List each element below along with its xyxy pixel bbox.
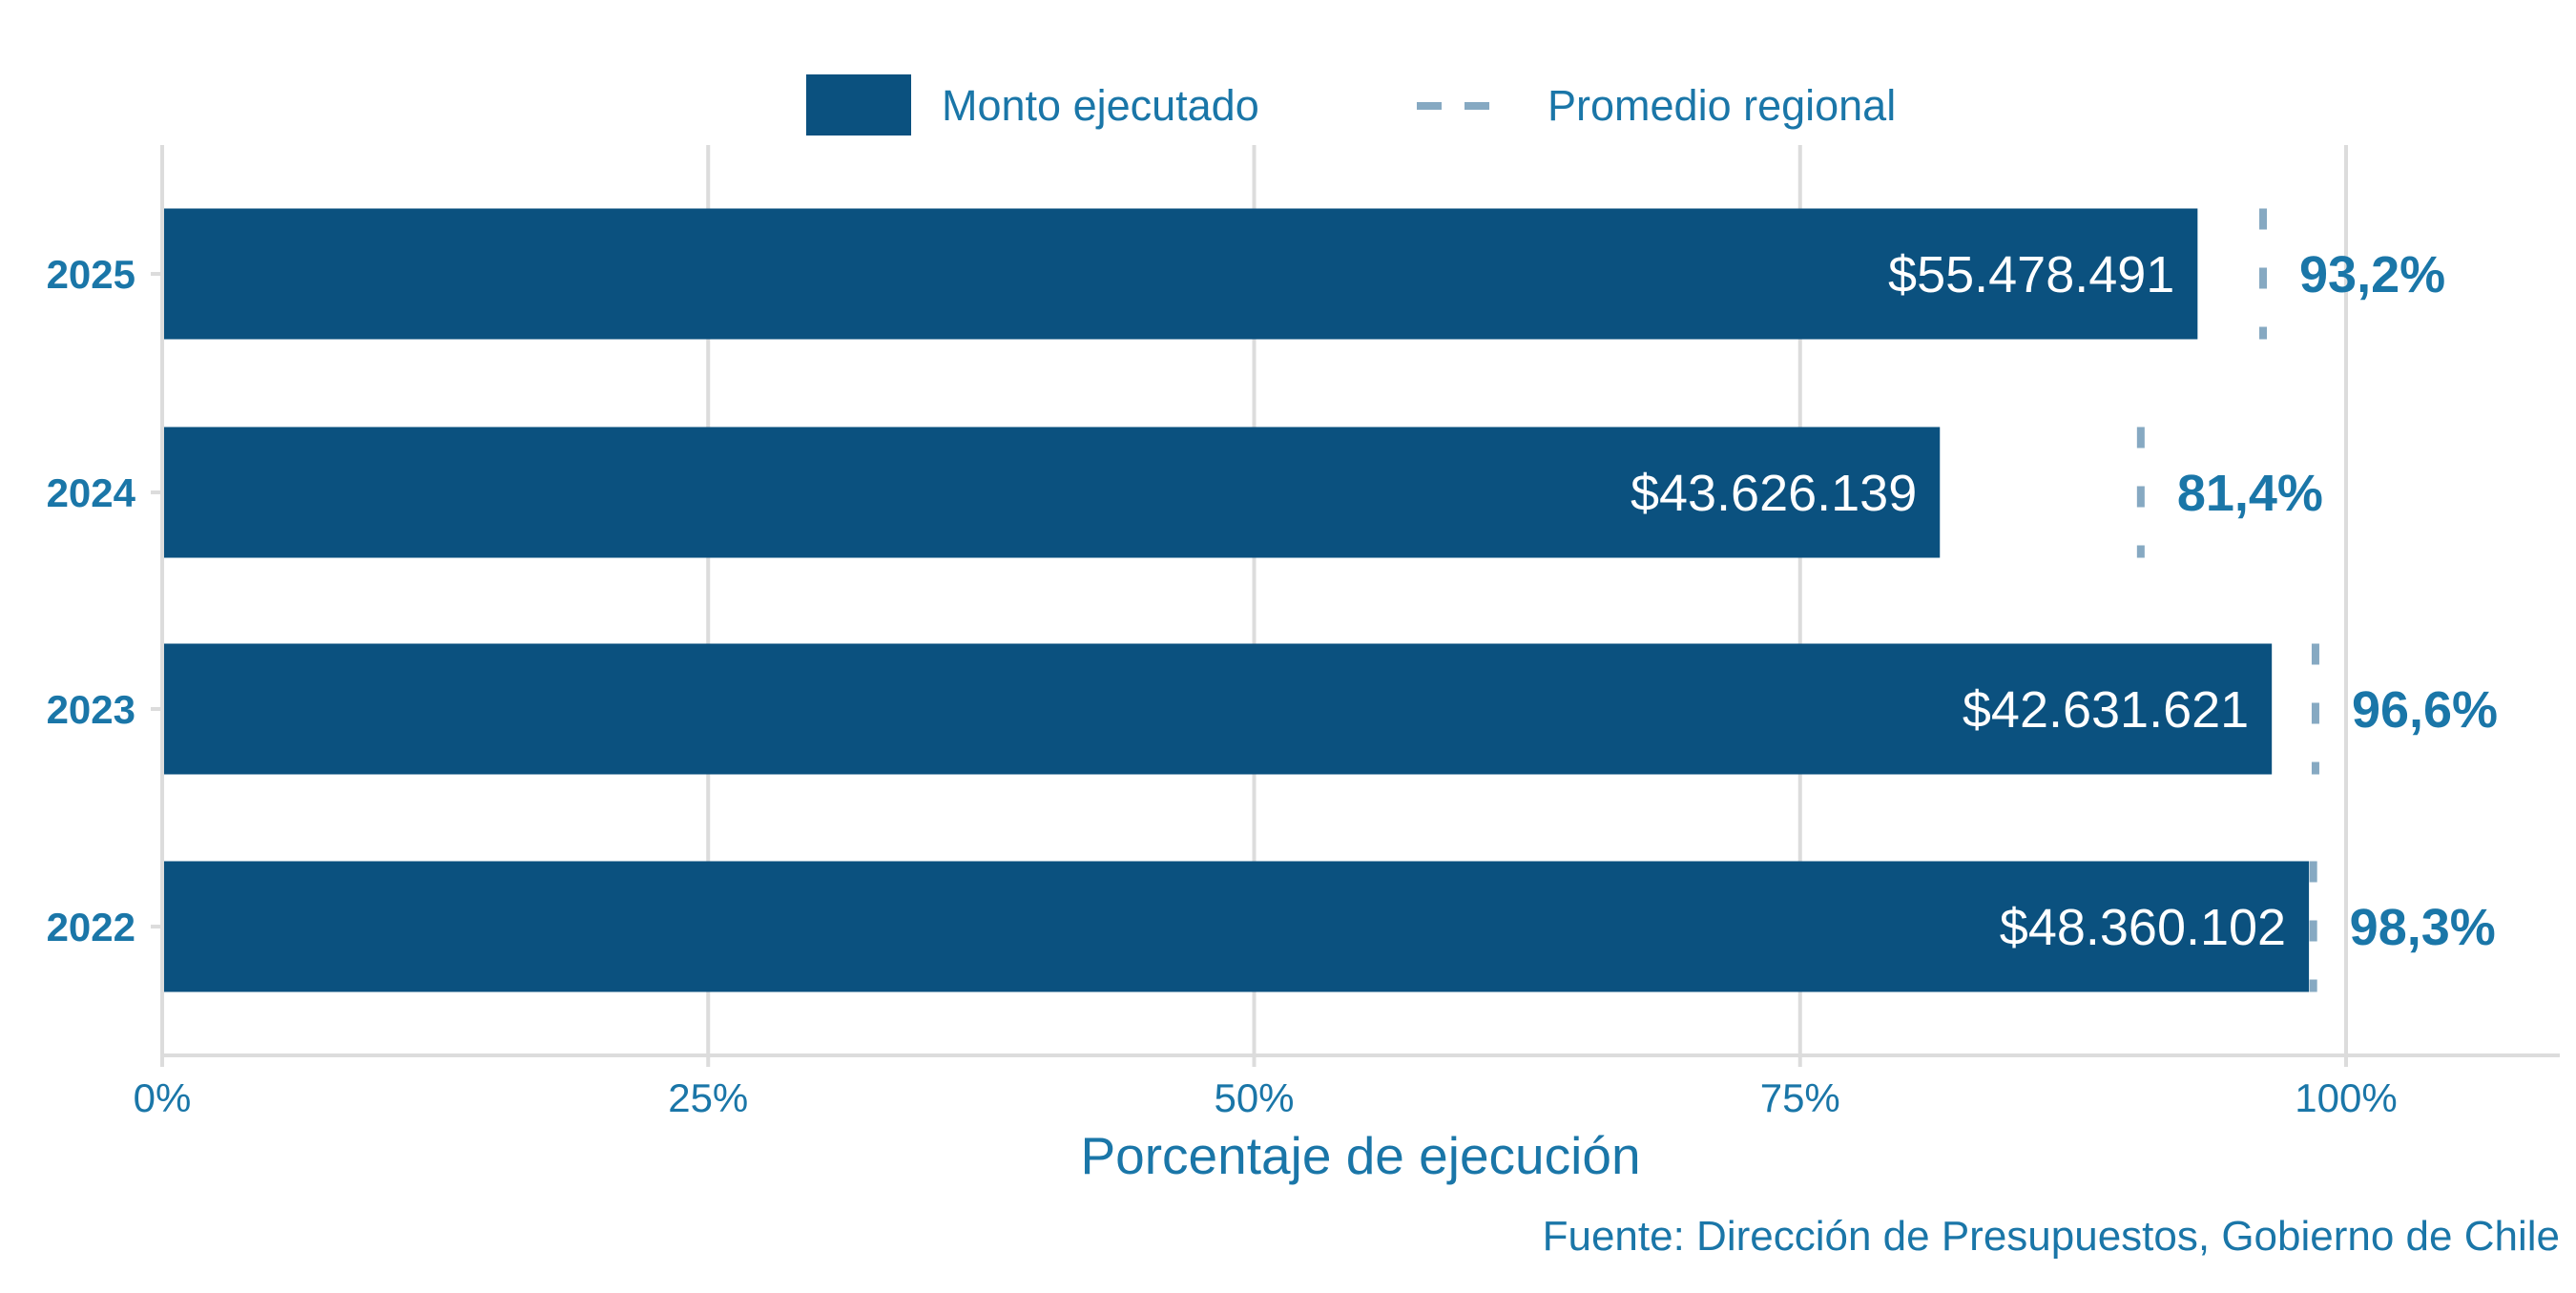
x-tick-label: 0%	[134, 1075, 192, 1120]
bar-percent-label: 98,3%	[2350, 899, 2496, 956]
legend-label-dash: Promedio regional	[1548, 81, 1896, 130]
bar-amount-label: $48.360.102	[2000, 899, 2286, 956]
legend-swatch-bar	[806, 74, 911, 136]
bar-percent-label: 96,6%	[2352, 681, 2498, 739]
bar-2025	[162, 208, 2198, 340]
bar-2024	[162, 427, 1941, 558]
bar-2023	[162, 643, 2273, 775]
y-tick-label: 2024	[47, 470, 136, 515]
legend: Monto ejecutado Promedio regional	[806, 74, 1896, 136]
y-axis-labels: 2025 2024 2023 2022	[47, 252, 136, 949]
bar-2022	[162, 861, 2310, 992]
y-tick-label: 2025	[47, 252, 135, 297]
bar-percent-label: 81,4%	[2177, 465, 2323, 522]
x-tick-label: 50%	[1214, 1075, 1294, 1120]
x-axis-title: Porcentaje de ejecución	[1080, 1126, 1640, 1185]
y-tick-label: 2023	[47, 687, 135, 732]
x-tick-label: 100%	[2295, 1075, 2397, 1120]
x-tick-label: 75%	[1760, 1075, 1840, 1120]
source-caption: Fuente: Dirección de Presupuestos, Gobie…	[1543, 1213, 2560, 1260]
bars: $55.478.491 93,2% $43.626.139 81,4% $42.631.…	[162, 208, 2498, 992]
bar-amount-label: $42.631.621	[1963, 681, 2249, 739]
y-tick-label: 2022	[47, 905, 135, 949]
x-tick-label: 25%	[668, 1075, 748, 1120]
x-axis-labels: 0% 25% 50% 75% 100%	[134, 1075, 2398, 1120]
bar-amount-label: $55.478.491	[1888, 246, 2174, 303]
legend-label-bar: Monto ejecutado	[942, 81, 1259, 130]
bar-percent-label: 93,2%	[2299, 246, 2445, 303]
bar-amount-label: $43.626.139	[1631, 465, 1917, 522]
